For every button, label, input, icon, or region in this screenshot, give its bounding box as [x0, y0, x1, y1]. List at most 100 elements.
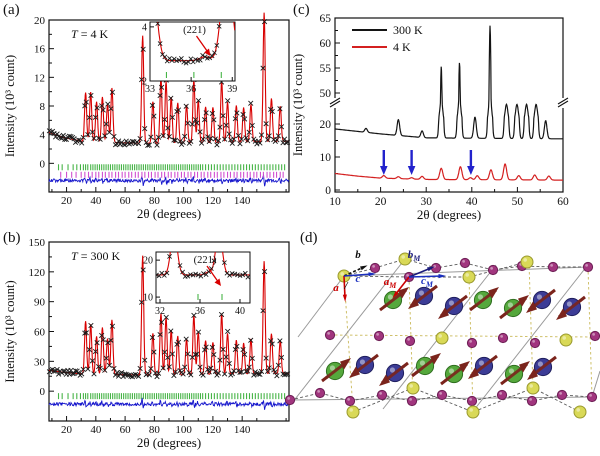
panel-a-rietveld-chart: 20 40 60 80 100 120 140 0 4 8 12 16 20 2θ (degrees) In…	[3, 12, 291, 221]
svg-text:36: 36	[195, 306, 205, 317]
atom-yellow	[346, 405, 360, 419]
atom-purple	[436, 389, 448, 401]
difference-curve	[48, 397, 289, 410]
difference-curve	[48, 173, 290, 187]
atom-purple	[487, 264, 499, 276]
bond-line	[352, 387, 581, 413]
svg-text:33: 33	[145, 84, 155, 95]
axis-arrow	[394, 276, 410, 296]
legend: 300 K 4 K	[352, 23, 423, 54]
atom-purple	[547, 261, 559, 273]
atom-yellow	[559, 333, 573, 347]
svg-text:80: 80	[149, 195, 161, 207]
spin-arrowhead	[430, 353, 441, 365]
svg-text:120: 120	[205, 195, 222, 207]
observed-points	[46, 267, 291, 380]
svg-text:20: 20	[34, 15, 46, 27]
atom-yellow	[466, 405, 480, 419]
panel-d-label: (d)	[300, 230, 318, 246]
axis-arrow	[408, 267, 432, 278]
atom-yellow	[435, 331, 449, 345]
inset-(221): 33 36 39 2 4 (221)	[142, 21, 237, 95]
inset-(221): 32 36 40 10 20 (221)	[143, 251, 251, 317]
magnetic-cell-edge	[329, 334, 596, 338]
svg-text:55: 55	[320, 63, 332, 75]
axis-label-bM: bM	[408, 249, 422, 263]
x-axis-label: 2θ (degrees)	[417, 207, 481, 222]
structure-group: a bc aM bM cM /	[284, 249, 600, 419]
panel-b-label: (b)	[3, 230, 21, 246]
svg-text:60: 60	[320, 38, 332, 50]
atom-purple	[496, 389, 508, 401]
axis-arrow	[343, 266, 365, 277]
bond-line	[289, 392, 593, 402]
svg-text:100: 100	[175, 195, 192, 207]
atom-blue	[527, 355, 557, 380]
axis-arrow	[343, 273, 373, 277]
svg-text:40: 40	[466, 196, 478, 208]
spin-arrowhead	[340, 358, 351, 370]
panel-d-crystal-structure: a bc aM bM cM /	[284, 249, 600, 419]
atom-yellow	[526, 381, 540, 395]
svg-text:60: 60	[34, 327, 46, 339]
magnetic-cell-edge	[528, 261, 534, 390]
atom-blue	[556, 295, 586, 320]
atom-yellow	[520, 255, 534, 269]
atom-purple	[466, 395, 478, 407]
temperature-annotation: T = 4 K	[71, 27, 108, 41]
svg-text:40: 40	[90, 424, 102, 436]
svg-text:80: 80	[149, 424, 161, 436]
axis-label-b: b	[355, 249, 361, 261]
atom-purple	[556, 389, 568, 401]
inset-arrow	[204, 48, 211, 56]
axis-arrow	[408, 275, 443, 278]
spin-arrowhead	[468, 367, 479, 379]
tick-marks: 20 40 60 80 100 120 140 0 30 60 90 120 150	[29, 237, 287, 436]
temperature-annotation: T = 300 K	[71, 249, 120, 263]
spin-arrowhead	[408, 297, 419, 309]
atom-blue	[438, 294, 468, 319]
bragg-ticks-bragg_magenta	[60, 171, 284, 178]
spin-arrowhead	[527, 368, 538, 380]
svg-text:4: 4	[142, 22, 147, 33]
axis-label-/: /	[343, 280, 348, 292]
unit-cell-edge	[473, 265, 588, 411]
atom-purple	[586, 391, 598, 403]
tick-marks: 20 40 60 80 100 120 140 0 4 8 12 16 20	[34, 15, 287, 207]
axis-arrow	[343, 275, 346, 299]
axis-break	[558, 98, 568, 108]
spin-arrowhead	[556, 308, 567, 320]
svg-text:140: 140	[234, 195, 251, 207]
y-axis-label: Intensity (10³ count)	[3, 55, 17, 157]
atom-purple	[344, 395, 356, 407]
unit-cell-edge	[297, 275, 345, 338]
atom-purple	[376, 389, 388, 401]
atom-yellow	[398, 252, 412, 266]
bragg-ticks-bragg_green	[57, 164, 286, 171]
atom-blue	[408, 284, 438, 309]
legend-label-0: 300 K	[393, 23, 423, 37]
svg-text:40: 40	[90, 195, 102, 207]
atom-purple	[430, 262, 442, 274]
svg-text:30: 30	[420, 196, 432, 208]
svg-text:36: 36	[186, 84, 196, 95]
spin-arrowhead	[459, 361, 470, 373]
panel-c-label: (c)	[293, 2, 310, 18]
svg-text:20: 20	[143, 256, 153, 267]
atom-purple	[466, 337, 478, 349]
svg-text:20: 20	[320, 119, 332, 131]
atom-green	[499, 295, 529, 320]
series-curve-300K	[334, 25, 563, 140]
svg-text:120: 120	[29, 267, 46, 279]
svg-text:20: 20	[61, 424, 73, 436]
atom-purple	[404, 335, 416, 347]
axis-label-a: a	[333, 282, 339, 294]
svg-text:90: 90	[34, 297, 46, 309]
svg-text:4: 4	[40, 130, 46, 142]
axis-label-aM: aM	[384, 276, 398, 290]
atom-purple	[459, 257, 471, 269]
spin-arrowhead	[379, 374, 390, 386]
unit-cell-edge	[291, 258, 406, 404]
atom-yellow	[573, 405, 587, 419]
